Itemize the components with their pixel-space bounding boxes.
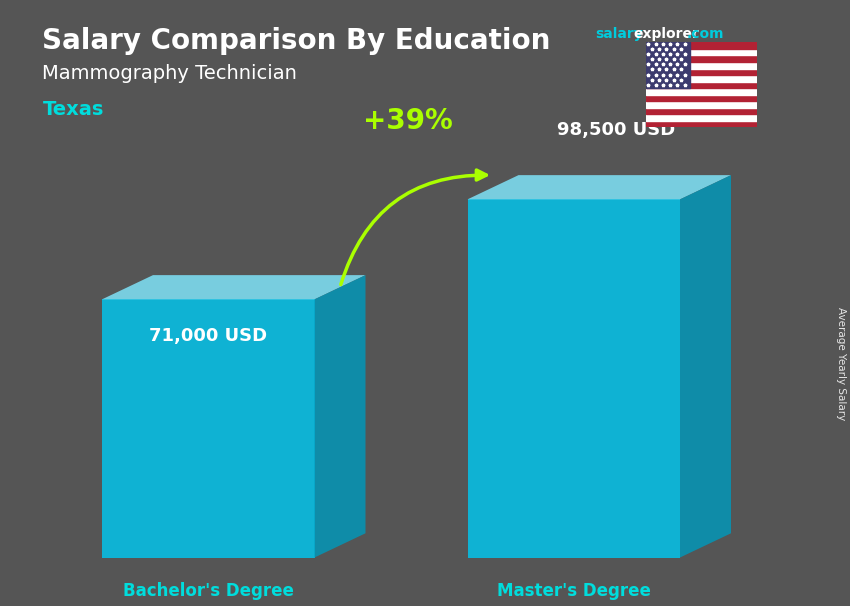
Text: Master's Degree: Master's Degree [496,582,651,600]
Text: 98,500 USD: 98,500 USD [557,121,676,139]
Text: Bachelor's Degree: Bachelor's Degree [122,582,294,600]
Text: explorer: explorer [633,27,699,41]
Text: 71,000 USD: 71,000 USD [150,327,267,345]
Bar [646,68,756,75]
Polygon shape [102,299,314,558]
Bar [646,114,756,121]
Bar [646,108,756,114]
Text: Average Yearly Salary: Average Yearly Salary [836,307,846,420]
Polygon shape [314,275,366,558]
Bar [646,42,756,49]
Polygon shape [680,175,731,558]
Text: +39%: +39% [363,107,453,135]
Text: Salary Comparison By Education: Salary Comparison By Education [42,27,551,55]
Text: salary: salary [595,27,643,41]
Bar [646,82,756,88]
Bar [646,75,756,82]
Bar [646,101,756,108]
Bar [646,95,756,101]
Text: .com: .com [687,27,724,41]
Bar [646,49,756,56]
Bar [646,121,756,127]
Text: Texas: Texas [42,100,104,119]
Bar [646,88,756,95]
Polygon shape [468,199,680,558]
Text: Mammography Technician: Mammography Technician [42,64,298,82]
Bar [646,42,690,88]
Bar [646,56,756,62]
Bar [646,62,756,68]
Polygon shape [102,275,366,299]
Polygon shape [468,175,731,199]
